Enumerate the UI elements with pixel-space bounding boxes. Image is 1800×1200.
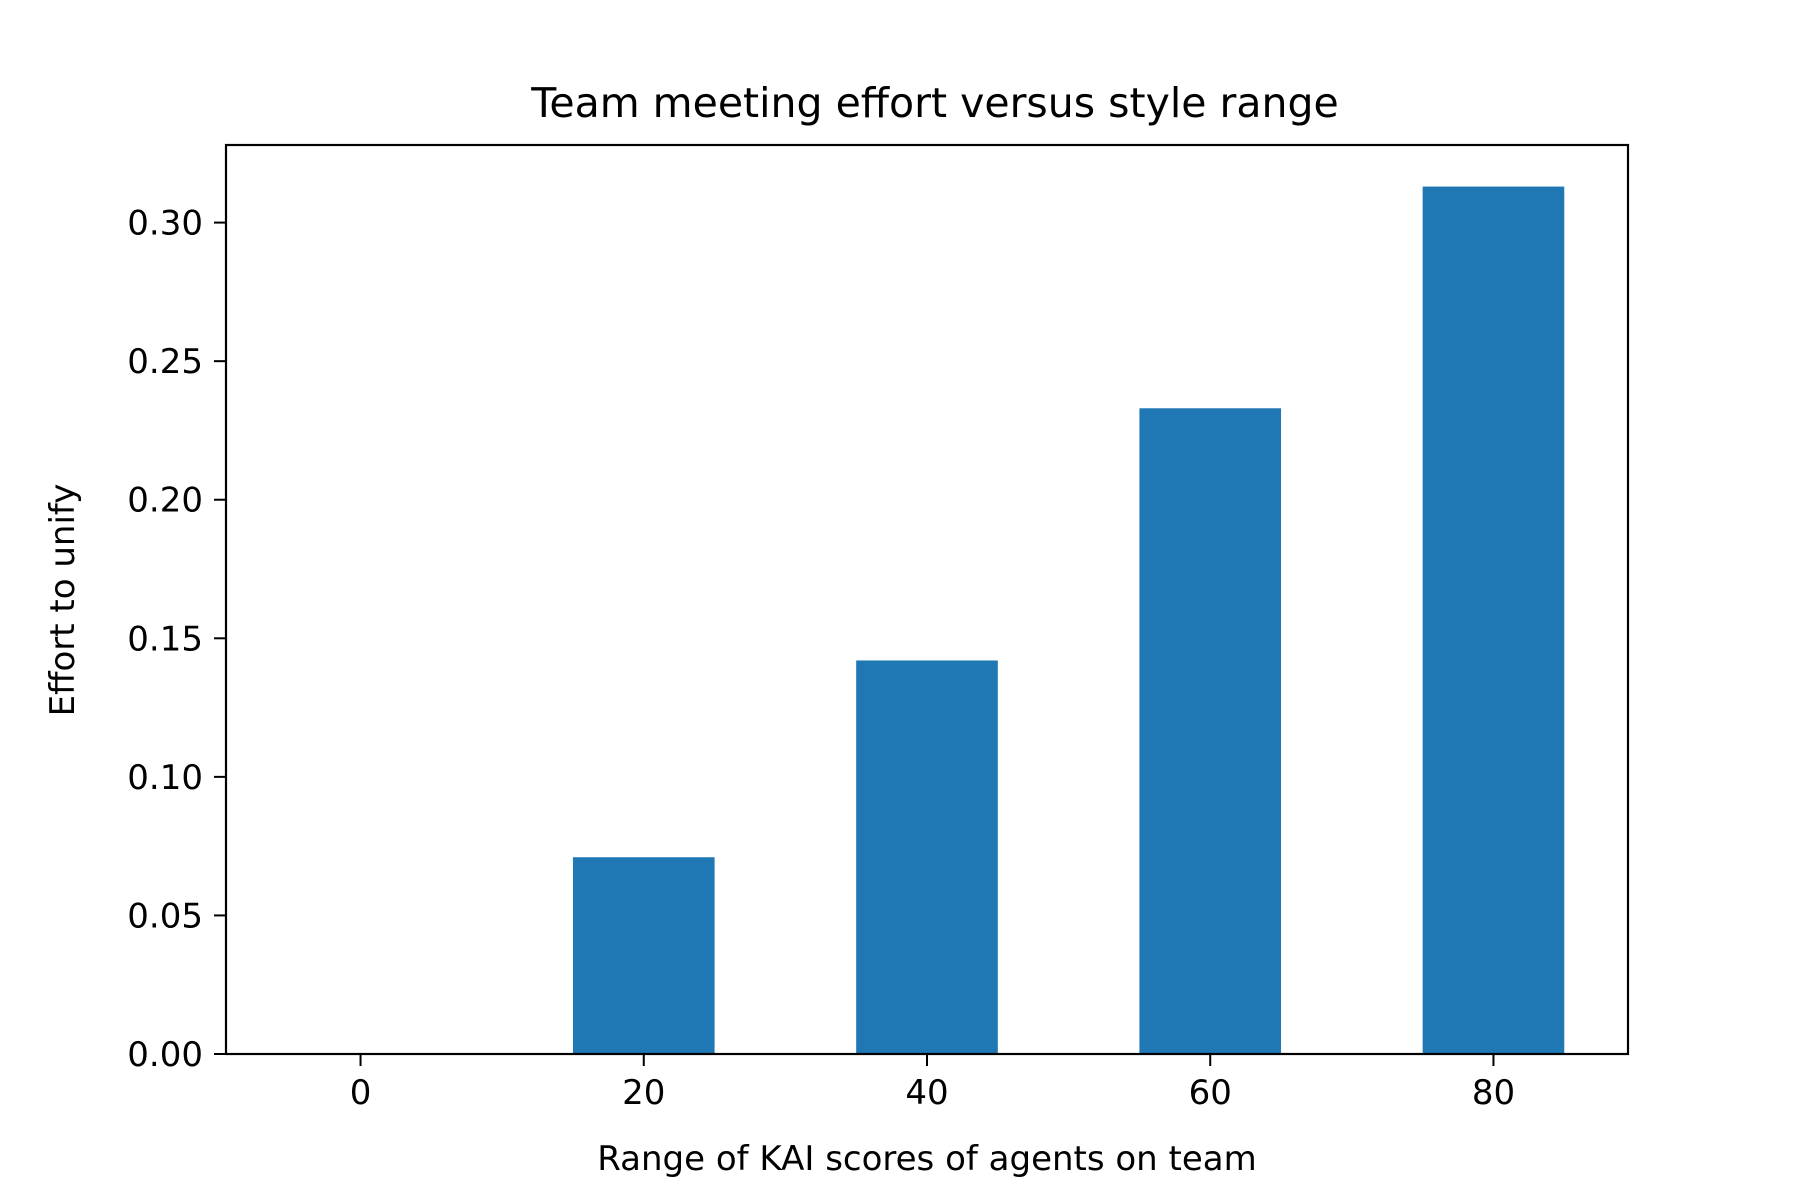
y-tick-label: 0.15: [127, 619, 203, 659]
y-tick-label: 0.25: [127, 342, 203, 382]
y-tick-label: 0.05: [127, 896, 203, 936]
x-tick-label: 80: [1472, 1073, 1515, 1113]
x-tick-label: 20: [622, 1073, 665, 1113]
y-tick-label: 0.30: [127, 204, 203, 244]
x-axis-ticks: 0 20 40 60 80: [350, 1054, 1515, 1113]
x-tick-label: 40: [905, 1073, 948, 1113]
y-axis-ticks: 0.00 0.05 0.10 0.15 0.20 0.25 0.30: [127, 204, 226, 1075]
y-tick-label: 0.20: [127, 481, 203, 521]
bar-80: [1422, 186, 1565, 1054]
plot-frame: [224, 143, 1630, 1056]
bar-60: [1139, 408, 1282, 1054]
y-tick-label: 0.10: [127, 758, 203, 798]
y-axis-label: Effort to unify: [43, 484, 83, 717]
bars-group: [572, 186, 1565, 1054]
bar-40: [856, 660, 998, 1054]
bar-20: [572, 857, 715, 1054]
x-tick-label: 60: [1189, 1073, 1232, 1113]
chart-title: Team meeting effort versus style range: [530, 79, 1338, 127]
x-tick-label: 0: [350, 1073, 372, 1113]
y-tick-label: 0.00: [127, 1035, 203, 1075]
x-axis-label: Range of KAI scores of agents on team: [597, 1139, 1257, 1179]
